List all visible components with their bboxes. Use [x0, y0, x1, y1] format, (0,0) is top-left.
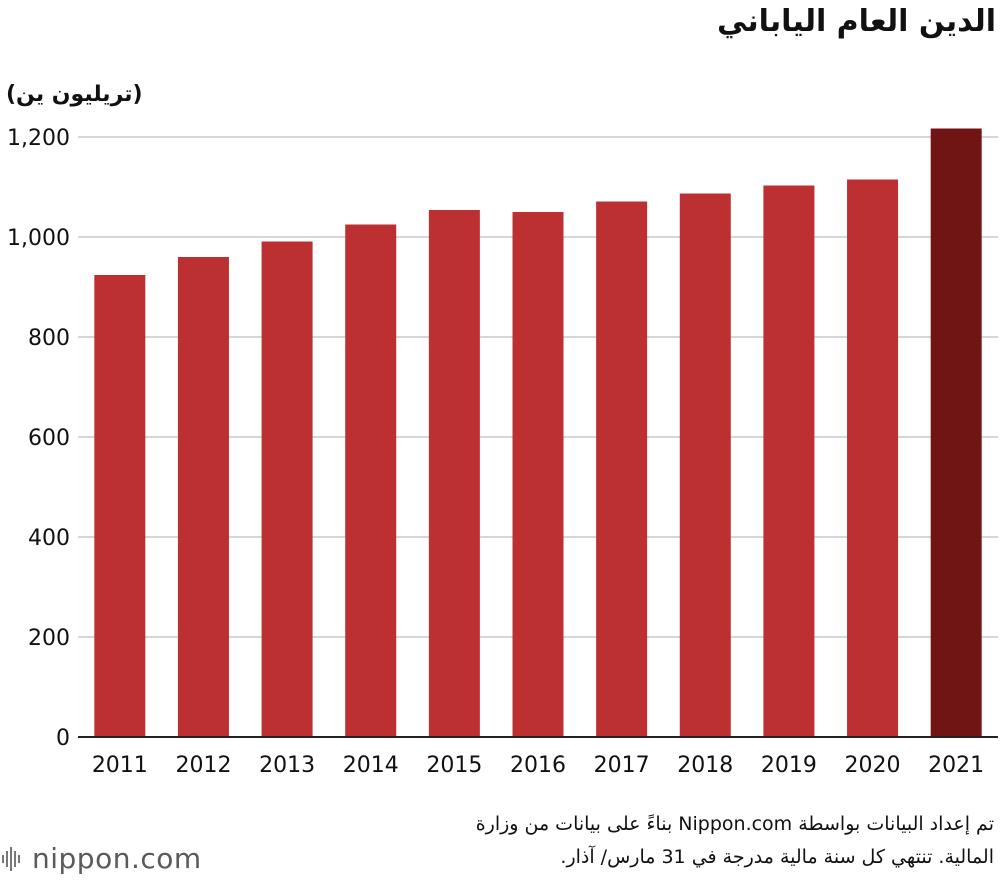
y-axis-ticks: 0 200 400 600 800 1,000 1,200 [7, 126, 70, 751]
y-tick-label: 1,200 [7, 126, 70, 151]
source-line-2: المالية. تنتهي كل سنة مالية مدرجة في 31 … [560, 846, 994, 868]
bar-2014 [345, 224, 397, 737]
y-tick-label: 0 [56, 726, 70, 751]
x-tick-label: 2016 [510, 753, 566, 778]
x-tick-label: 2011 [92, 753, 148, 778]
bar-2021 [930, 128, 982, 737]
y-tick-label: 400 [28, 526, 70, 551]
bar-2015 [428, 210, 480, 737]
source-note: تم إعداد البيانات بواسطة Nippon.com بناء… [344, 808, 994, 874]
x-tick-label: 2013 [259, 753, 315, 778]
logo-text: nippon.com [32, 842, 202, 875]
y-tick-label: 200 [28, 626, 70, 651]
x-tick-label: 2020 [845, 753, 901, 778]
y-tick-label: 1,000 [7, 226, 70, 251]
x-tick-label: 2018 [677, 753, 733, 778]
bars [78, 128, 998, 738]
x-tick-label: 2021 [928, 753, 984, 778]
logo-mark-icon [2, 846, 20, 871]
x-tick-label: 2019 [761, 753, 817, 778]
bar-2018 [679, 193, 731, 737]
chart-title: الدين العام الياباني [717, 4, 996, 39]
bar-2011 [94, 275, 146, 737]
x-tick-label: 2012 [175, 753, 231, 778]
bar-2017 [596, 201, 648, 737]
bar-2012 [177, 257, 229, 737]
y-axis-unit-label: (تريليون ين) [6, 82, 143, 107]
bar-chart: 0 200 400 600 800 1,000 1,200 2011 2012 2013 2014… [7, 126, 998, 778]
y-tick-label: 800 [28, 326, 70, 351]
bar-2019 [763, 185, 815, 737]
bar-2020 [847, 179, 899, 737]
y-tick-label: 600 [28, 426, 70, 451]
x-tick-label: 2017 [594, 753, 650, 778]
x-tick-label: 2014 [343, 753, 399, 778]
x-tick-label: 2015 [426, 753, 482, 778]
nippon-logo: nippon.com [2, 842, 202, 875]
source-line-1: تم إعداد البيانات بواسطة Nippon.com بناء… [475, 813, 994, 835]
bar-2013 [261, 241, 313, 737]
x-axis-ticks: 2011 2012 2013 2014 2015 2016 2017 2018 2019 2020… [92, 753, 984, 778]
bar-2016 [512, 212, 564, 737]
